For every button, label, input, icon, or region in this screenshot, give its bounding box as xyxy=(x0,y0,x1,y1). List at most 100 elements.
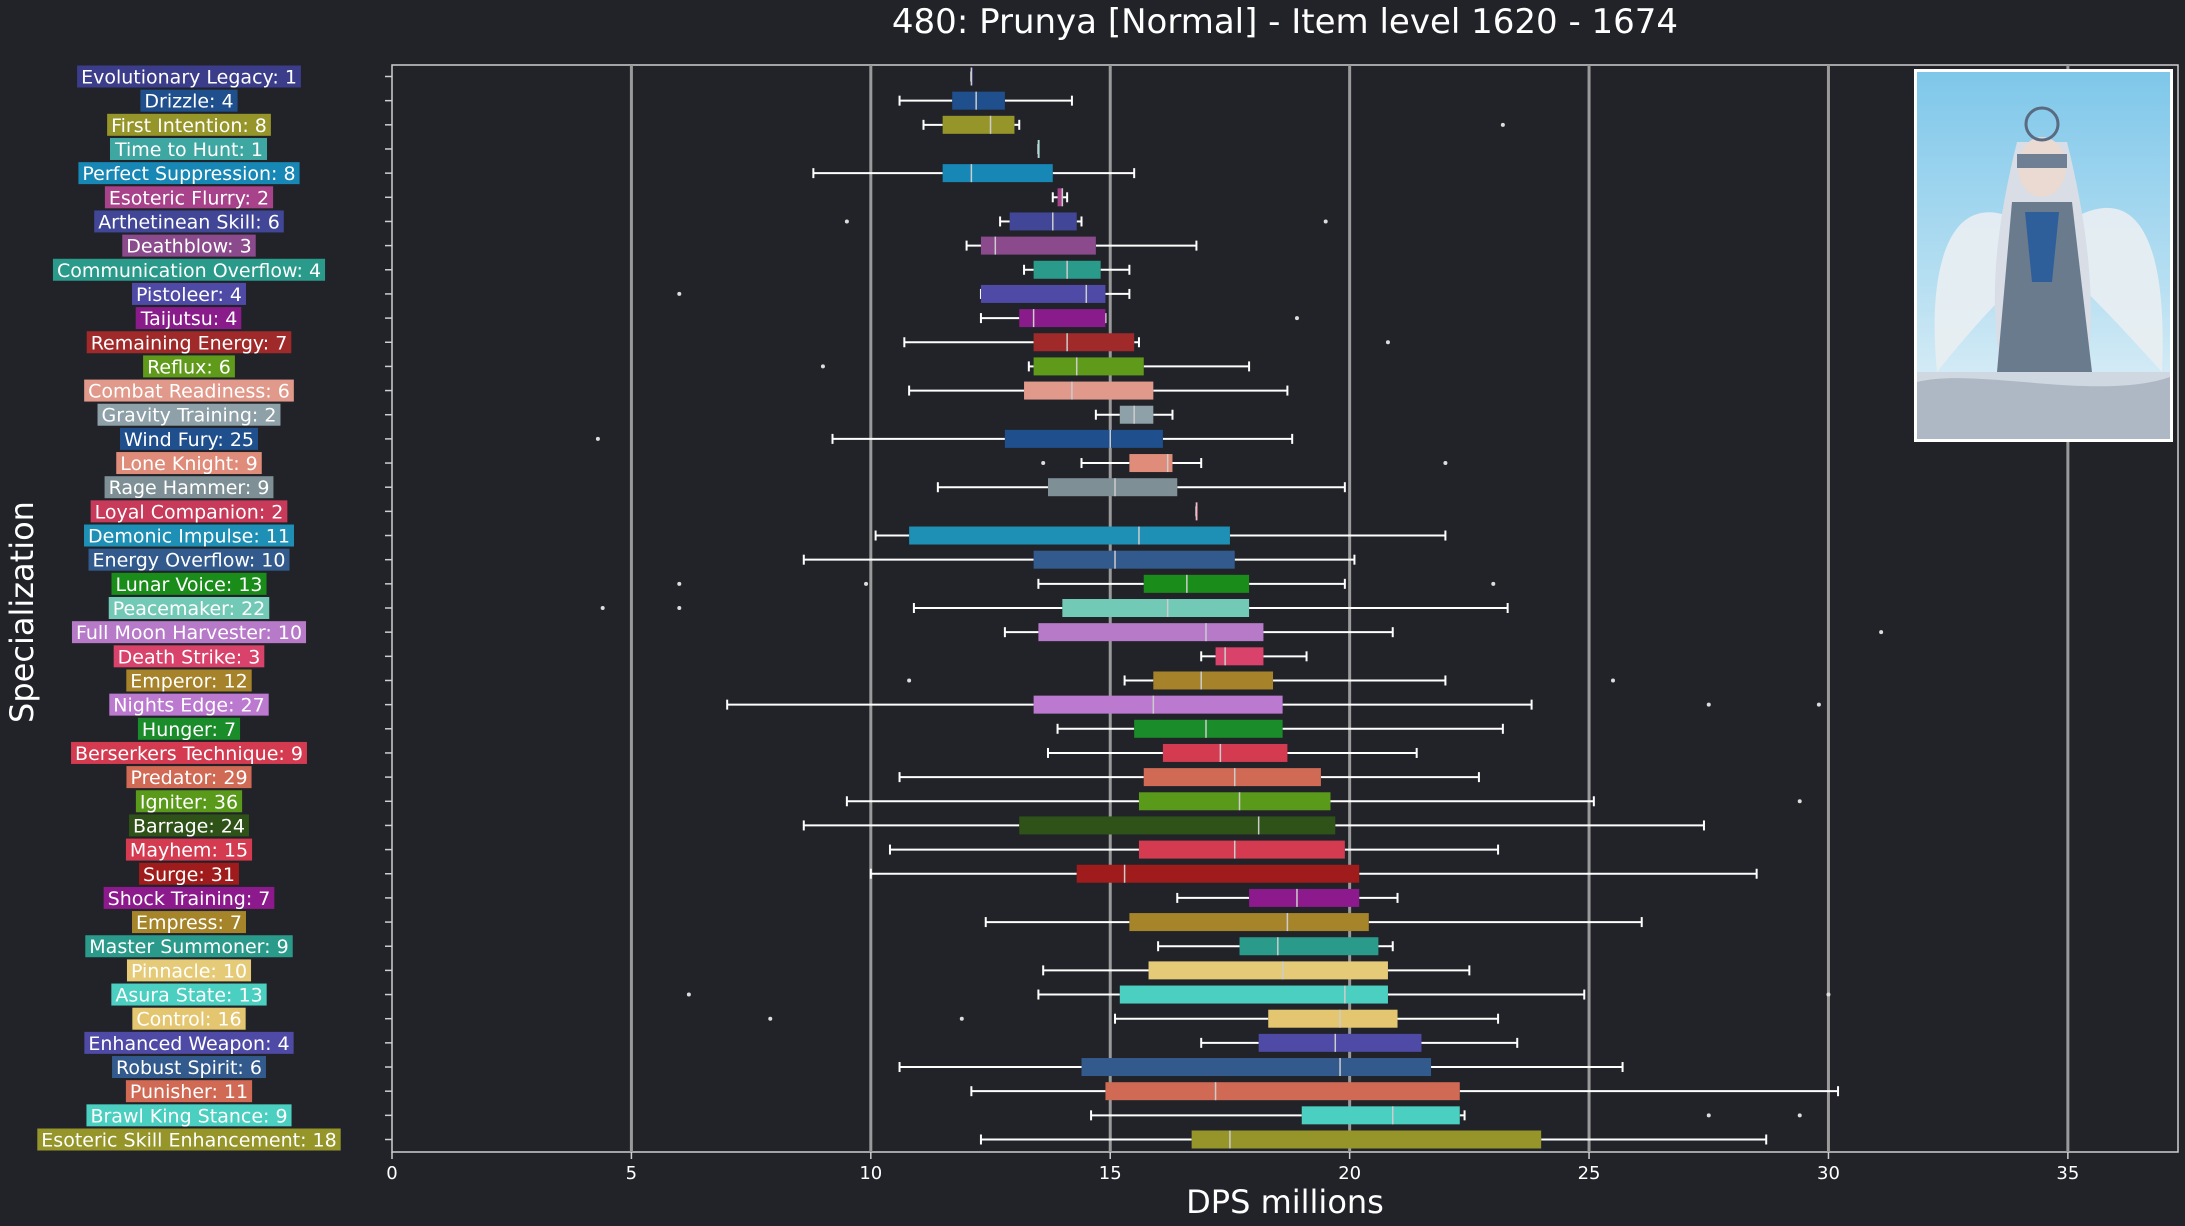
box xyxy=(1033,695,1283,714)
specialization-label: Asura State: 13 xyxy=(111,983,267,1007)
label-text: Pistoleer: 4 xyxy=(136,284,242,306)
specialization-label: Taijutsu: 4 xyxy=(135,307,242,330)
box xyxy=(1081,1058,1432,1077)
label-text: Rage Hammer: 9 xyxy=(109,477,270,499)
box-group xyxy=(677,574,1496,593)
outlier-point xyxy=(820,364,825,369)
box xyxy=(1024,381,1154,400)
label-background xyxy=(94,210,284,233)
label-background xyxy=(84,379,294,402)
box xyxy=(1143,574,1250,593)
halo xyxy=(2024,106,2060,142)
armor xyxy=(1997,202,2092,372)
box xyxy=(1191,1130,1542,1149)
label-text: Predator: 29 xyxy=(130,767,247,789)
label-background xyxy=(109,137,268,160)
specialization-label: Remaining Energy: 7 xyxy=(86,331,292,354)
chart-title: 480: Prunya [Normal] - Item level 1620 -… xyxy=(892,2,1678,42)
box-group xyxy=(898,91,1073,110)
outlier-point xyxy=(677,606,682,610)
label-text: Mayhem: 15 xyxy=(130,840,248,862)
label-background xyxy=(143,355,235,378)
box-group xyxy=(600,599,1509,617)
specialization-label: Lone Knight: 9 xyxy=(116,452,262,475)
specialization-label: Pinnacle: 10 xyxy=(126,959,252,982)
label-text: Enhanced Weapon: 4 xyxy=(88,1033,289,1055)
label-text: Death Strike: 3 xyxy=(118,646,261,668)
box xyxy=(980,236,1096,255)
box-group xyxy=(922,115,1505,134)
label-text: Reflux: 6 xyxy=(147,356,231,378)
box xyxy=(1119,985,1388,1004)
label-text: Robust Spirit: 6 xyxy=(116,1057,262,1079)
portrait-rocks xyxy=(1917,377,2170,439)
box xyxy=(1019,816,1336,835)
box-group xyxy=(1200,647,1308,666)
y-axis-title: Specialization xyxy=(3,501,41,723)
label-text: Taijutsu: 4 xyxy=(140,308,238,330)
box-group xyxy=(802,550,1356,569)
box-group xyxy=(1051,188,1069,207)
box xyxy=(1138,792,1331,811)
label-background xyxy=(85,935,293,958)
x-tick-label: 35 xyxy=(2056,1163,2079,1184)
label-text: Time to Hunt: 1 xyxy=(114,139,263,161)
label-text: Barrage: 24 xyxy=(133,815,245,837)
box-group xyxy=(768,1009,1500,1028)
label-text: Perfect Suppression: 8 xyxy=(82,163,295,185)
box-group xyxy=(898,1058,1624,1077)
box xyxy=(1119,405,1154,424)
box-group xyxy=(686,985,1831,1004)
grid-lines xyxy=(629,65,2070,1152)
box-group xyxy=(979,309,1299,328)
label-text: Control: 16 xyxy=(136,1009,241,1031)
box xyxy=(1129,913,1369,932)
outlier-point xyxy=(1797,799,1802,804)
x-tick-label: 10 xyxy=(859,1163,882,1184)
specialization-label: Enhanced Weapon: 4 xyxy=(84,1031,294,1055)
specialization-label: Robust Spirit: 6 xyxy=(112,1056,266,1079)
label-background xyxy=(111,572,267,595)
specialization-label: Barrage: 24 xyxy=(129,814,249,837)
box xyxy=(1047,478,1178,497)
label-background xyxy=(88,548,290,571)
box xyxy=(1105,1082,1460,1101)
outlier-point xyxy=(1706,702,1711,707)
outlier-point xyxy=(907,678,912,683)
box xyxy=(1009,212,1077,231)
label-background xyxy=(103,886,275,909)
x-axis-title: DPS millions xyxy=(1186,1183,1384,1221)
specialization-label: Death Strike: 3 xyxy=(113,645,265,668)
outlier-point xyxy=(595,436,600,441)
label-background xyxy=(112,1056,266,1079)
specialization-label: Esoteric Flurry: 2 xyxy=(104,186,274,209)
label-text: Brawl King Stance: 9 xyxy=(90,1105,287,1127)
class-portrait xyxy=(1914,69,2173,442)
label-background xyxy=(135,307,242,330)
box xyxy=(1062,599,1250,617)
label-text: Gravity Training: 2 xyxy=(102,405,277,427)
outlier-point xyxy=(1443,461,1448,466)
label-background xyxy=(71,741,307,764)
specialization-label: Shock Training: 7 xyxy=(103,886,275,910)
label-background xyxy=(84,524,294,547)
box-group xyxy=(1023,260,1131,279)
box-group xyxy=(812,164,1136,183)
specialization-label: Igniter: 36 xyxy=(135,790,243,813)
specialization-label: Rage Hammer: 9 xyxy=(104,476,274,499)
label-text: Emperor: 12 xyxy=(130,670,247,692)
specialization-label: Master Summoner: 9 xyxy=(85,935,293,958)
x-axis-ticks: 0 5 10 15 20 25 30 35 xyxy=(385,75,2079,1184)
label-background xyxy=(139,862,239,885)
box xyxy=(1038,623,1264,642)
specialization-label: Predator: 29 xyxy=(126,766,252,789)
label-text: Asura State: 13 xyxy=(115,985,262,1007)
specialization-label: Esoteric Skill Enhancement: 18 xyxy=(37,1128,341,1152)
label-background xyxy=(90,500,288,523)
box-group xyxy=(595,429,1294,448)
box-series xyxy=(595,67,1884,1149)
box-group xyxy=(869,864,1758,883)
armor-gem xyxy=(2025,212,2059,282)
box-group xyxy=(970,67,973,86)
